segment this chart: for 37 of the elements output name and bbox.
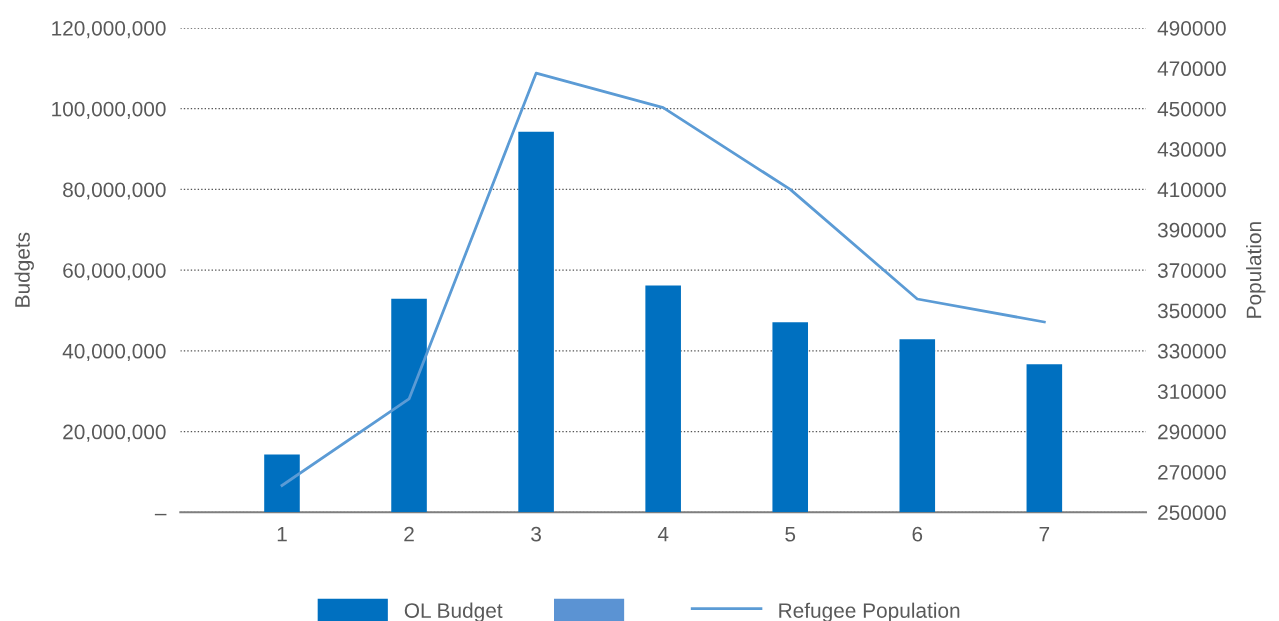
y2-tick-label: 350000: [1157, 303, 1226, 319]
bar: [264, 454, 300, 513]
y2-tick-label: 470000: [1157, 61, 1226, 77]
y2-tick-label: 330000: [1157, 343, 1226, 359]
y2-tick-label: 410000: [1157, 182, 1226, 198]
x-tick-label: 6: [912, 526, 923, 542]
bar: [645, 285, 681, 513]
y2-tick-label: 450000: [1157, 101, 1226, 117]
y2-axis-title: Population: [1246, 222, 1266, 318]
x-tick-label: 7: [1039, 526, 1050, 542]
y-tick-label: 40,000,000: [62, 343, 166, 362]
y2-tick-label: 370000: [1157, 263, 1226, 278]
y-tick-label: 80,000,000: [63, 182, 166, 200]
y2-tick-label: 270000: [1158, 464, 1226, 480]
y2-tick-label: 490000: [1157, 20, 1226, 36]
bar: [1026, 364, 1063, 513]
bar: [391, 298, 427, 513]
bar: [772, 322, 809, 513]
x-tick-label: 1: [277, 526, 287, 542]
y-tick-label: 20,000,000: [63, 424, 166, 442]
line-series: [280, 71, 1046, 487]
y-axis-title: Budgets: [14, 232, 34, 307]
y-tick-label: –: [154, 513, 167, 516]
x-tick-label: 3: [531, 526, 541, 542]
x-tick-label: 4: [657, 526, 669, 542]
x-tick-label: 2: [404, 526, 414, 542]
y2-tick-label: 290000: [1158, 424, 1226, 440]
y2-tick-label: 310000: [1157, 384, 1226, 399]
y2-tick-label: 430000: [1157, 142, 1226, 157]
bar: [899, 339, 936, 513]
x-tick-label: 5: [785, 526, 796, 542]
y2-tick-label: 250000: [1158, 505, 1226, 521]
y-tick-label: 100,000,000: [52, 101, 166, 119]
bar: [518, 131, 554, 513]
y-tick-label: 60,000,000: [63, 263, 166, 281]
y2-tick-label: 390000: [1157, 222, 1226, 238]
y-tick-label: 120,000,000: [52, 20, 166, 39]
